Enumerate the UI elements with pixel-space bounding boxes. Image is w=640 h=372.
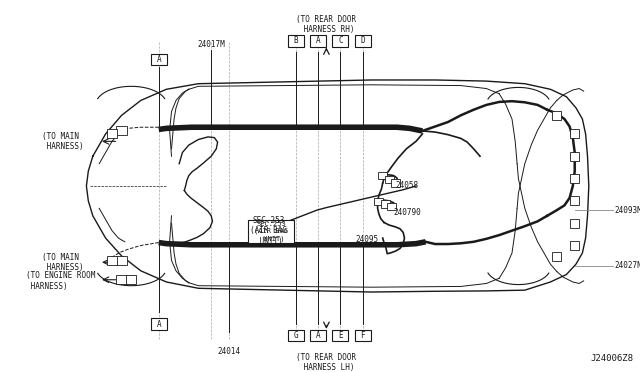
Text: (TO MAIN
 HARNESS): (TO MAIN HARNESS) <box>42 132 83 151</box>
Bar <box>570 129 579 138</box>
Text: A: A <box>316 331 321 340</box>
Bar <box>374 198 383 205</box>
Bar <box>288 35 304 47</box>
Text: 24017M: 24017M <box>197 40 225 49</box>
Bar <box>387 203 396 210</box>
Text: 24058: 24058 <box>396 182 419 190</box>
Text: G: G <box>293 331 298 340</box>
Text: 24027N: 24027N <box>614 262 640 270</box>
Text: A: A <box>156 55 161 64</box>
Bar <box>570 196 579 205</box>
Text: (TO ENGINE ROOM
 HARNESS): (TO ENGINE ROOM HARNESS) <box>26 271 95 291</box>
Bar <box>391 179 400 187</box>
Text: A: A <box>316 36 321 45</box>
Bar <box>570 174 579 183</box>
Bar <box>333 330 349 341</box>
Bar <box>288 330 304 341</box>
Bar <box>381 200 390 208</box>
Bar <box>333 35 349 47</box>
Bar <box>107 256 117 265</box>
Bar <box>310 35 326 47</box>
Text: 24093M: 24093M <box>614 206 640 215</box>
Text: (TO REAR DOOR
 HARNESS RH): (TO REAR DOOR HARNESS RH) <box>296 15 356 34</box>
Bar <box>552 252 561 261</box>
Text: A: A <box>156 320 161 329</box>
Bar <box>378 172 387 179</box>
Bar <box>310 330 326 341</box>
Text: C: C <box>338 36 343 45</box>
Text: (TO REAR DOOR
 HARNESS LH): (TO REAR DOOR HARNESS LH) <box>296 353 356 372</box>
Text: SEC.253
(AIR BAG
 UNIT): SEC.253 (AIR BAG UNIT) <box>250 216 287 246</box>
Bar <box>116 256 127 265</box>
Bar <box>116 275 127 284</box>
Text: 240790: 240790 <box>393 208 420 217</box>
Bar <box>570 241 579 250</box>
Bar <box>151 318 167 330</box>
Text: F: F <box>360 331 365 340</box>
Bar <box>385 176 394 183</box>
Text: E: E <box>338 331 343 340</box>
Bar <box>107 129 117 138</box>
Bar <box>151 54 167 65</box>
Bar <box>355 330 371 341</box>
Bar <box>116 126 127 135</box>
Bar <box>355 35 371 47</box>
Bar <box>248 220 294 243</box>
Text: 24095: 24095 <box>355 235 378 244</box>
Text: D: D <box>360 36 365 45</box>
Text: B: B <box>293 36 298 45</box>
Bar <box>126 275 136 284</box>
Bar <box>570 152 579 161</box>
Text: SEC.253
(AIR BAG
 UNIT): SEC.253 (AIR BAG UNIT) <box>254 221 289 242</box>
Text: 24014: 24014 <box>218 347 241 356</box>
Bar <box>552 111 561 120</box>
Text: (TO MAIN
 HARNESS): (TO MAIN HARNESS) <box>42 253 83 272</box>
Bar <box>570 219 579 228</box>
Text: J24006Z8: J24006Z8 <box>591 354 634 363</box>
